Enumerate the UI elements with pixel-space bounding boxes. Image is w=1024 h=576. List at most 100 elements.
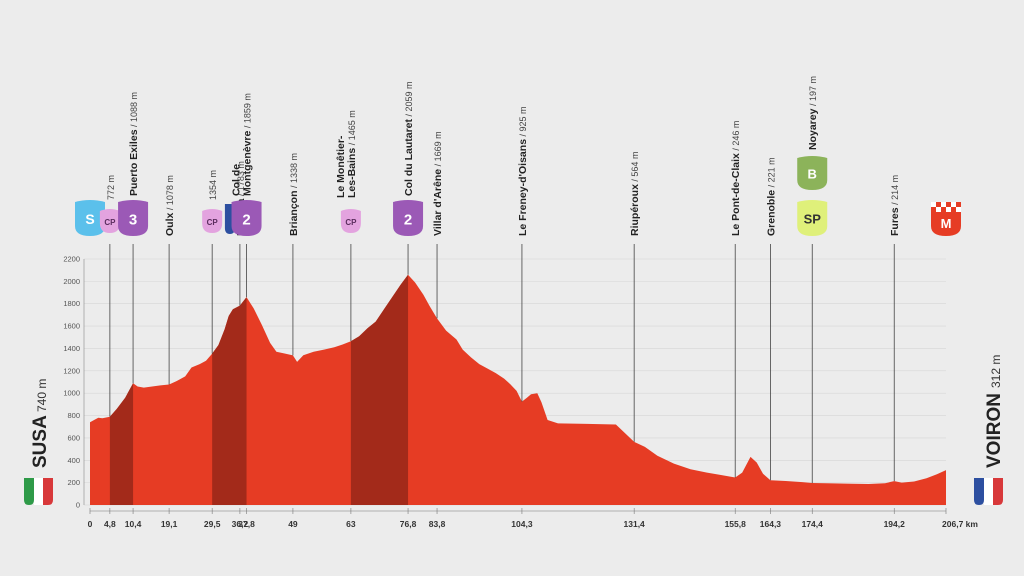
waypoint-label: Noyarey / 197 m — [807, 76, 819, 150]
waypoint-altitude: / 1088 m — [129, 92, 139, 130]
climb-segment — [109, 383, 134, 505]
finish-label: VOIRON 312 m — [984, 355, 1005, 468]
checkpoint-badge-icon-text: CP — [104, 218, 116, 227]
bonus-badge-icon-text: B — [808, 167, 817, 182]
waypoint-label: Col de Montgenèvre / 1859 m — [231, 93, 254, 196]
waypoint-label: 772 m — [106, 175, 116, 200]
x-tick-label: 83,8 — [429, 519, 446, 529]
waypoint-name: Les-Bains / 1465 m — [346, 110, 358, 198]
waypoint-name: Fures / 214 m — [889, 175, 901, 236]
waypoint-altitude: / 197 m — [808, 76, 818, 109]
sprint-badge-icon-text: SP — [804, 212, 822, 227]
waypoint-name: 772 m — [106, 175, 116, 200]
waypoint-label: 1354 m — [208, 170, 218, 200]
waypoint-altitude: / 564 m — [630, 152, 640, 185]
x-tick-label: 36,2 — [232, 519, 249, 529]
waypoint-label: Le Monêtier- Les-Bains / 1465 m — [335, 110, 358, 198]
start-town: SUSA — [30, 415, 51, 468]
y-axis: 0 200 400 600 800 1000 1200 1400 1600 1800 2000 220… — [63, 255, 85, 510]
climb-segment — [350, 274, 409, 505]
y-tick-label: 1000 — [63, 389, 80, 398]
start-label: SUSA 740 m — [30, 379, 51, 468]
waypoint-name: Col de — [231, 164, 243, 196]
italy-flag-icon — [24, 478, 53, 505]
finish-altitude: 312 m — [989, 355, 1003, 388]
x-tick-label: 63 — [346, 519, 356, 529]
x-tick-label: 37,8 — [238, 519, 255, 529]
mountain-category-badge-icon: 3 — [118, 200, 149, 236]
checkpoint-badge-icon-text: CP — [345, 218, 357, 227]
waypoint-label: Villar d'Arêne / 1669 m — [432, 131, 444, 236]
y-tick-label: 1800 — [63, 299, 80, 308]
waypoint-name: Le Pont-de-Claix / 246 m — [730, 121, 742, 236]
waypoint-badges: S CP 3 CP 2 CP 2 B SP M — [75, 156, 961, 236]
x-axis: 0 4,8 10,4 19,1 29,5 36,237,8 49 63 76,8 83,8 104,… — [88, 508, 978, 529]
checkpoint-badge-icon: CP — [340, 209, 361, 233]
start-badge-icon-text: S — [85, 211, 94, 227]
x-tick-label: 194,2 — [884, 519, 906, 529]
waypoint-name: Grenoble / 221 m — [765, 157, 777, 236]
waypoint-name: Noyarey / 197 m — [807, 76, 819, 150]
waypoint-label: Le Freney-d'Oisans / 925 m — [517, 106, 529, 236]
waypoint-altitude: / 1465 m — [347, 110, 357, 148]
checkpoint-badge-icon: CP — [99, 209, 120, 233]
checkpoint-badge-icon: CP — [202, 209, 223, 233]
waypoint-label: Col du Lautaret / 2059 m — [403, 81, 415, 196]
waypoint-altitude: / 2059 m — [404, 81, 414, 119]
waypoint-altitude: / 246 m — [731, 121, 741, 154]
mountain-category-badge-icon-text: 2 — [404, 211, 412, 228]
waypoint-altitude: / 1783 m — [236, 161, 246, 199]
france-flag-icon — [974, 478, 1003, 505]
x-tick-label: 29,5 — [204, 519, 221, 529]
waypoint-labels: 772 m Puerto Exiles / 1088 m Oulx / 1078 m… — [106, 76, 901, 236]
waypoint-name: Villar d'Arêne / 1669 m — [432, 131, 444, 236]
waypoint-name: Col du Lautaret / 2059 m — [403, 81, 415, 196]
waypoint-altitude: / 1078 m — [165, 175, 175, 213]
waypoint-altitude: / 1669 m — [433, 131, 443, 169]
waypoint-name: Oulx / 1078 m — [164, 175, 176, 236]
y-tick-label: 800 — [67, 411, 80, 420]
x-tick-label: 164,3 — [760, 519, 782, 529]
y-tick-label: 2000 — [63, 277, 80, 286]
waypoint-name: Puerto Exiles / 1088 m — [128, 92, 140, 196]
mountain-category-badge-icon-text: 3 — [129, 211, 137, 228]
elevation-profile — [90, 274, 946, 505]
finish-badge-icon: M — [931, 202, 961, 236]
waypoint-altitude: 1354 m — [208, 170, 218, 200]
waypoint-altitude: 772 m — [106, 175, 116, 200]
waypoint-altitude: / 221 m — [766, 157, 776, 190]
mountain-category-badge-icon: 2 — [231, 200, 262, 236]
profile-area — [90, 274, 946, 505]
waypoint-altitude: / 214 m — [890, 175, 900, 208]
waypoint-name: Briançon / 1338 m — [288, 153, 300, 236]
waypoint-altitude: / 925 m — [518, 106, 528, 139]
waypoint-label: Le Pont-de-Claix / 246 m — [730, 121, 742, 236]
finish-town: VOIRON — [984, 393, 1005, 468]
y-tick-label: 400 — [67, 456, 80, 465]
x-tick-label: 131,4 — [624, 519, 646, 529]
x-tick-label: 206,7 km — [942, 519, 978, 529]
x-tick-label: 174,4 — [802, 519, 824, 529]
waypoint-label: Briançon / 1338 m — [288, 153, 300, 236]
start-badge-icon: S — [75, 200, 105, 236]
x-tick-label: 19,1 — [161, 519, 178, 529]
climb-segment — [212, 297, 247, 505]
waypoint-label: Grenoble / 221 m — [765, 157, 777, 236]
y-tick-label: 0 — [76, 501, 80, 510]
y-tick-label: 600 — [67, 433, 80, 442]
finish-badge-text: M — [941, 216, 952, 231]
waypoint-altitude: / 1338 m — [289, 153, 299, 191]
waypoint-name: Riupéroux / 564 m — [629, 152, 641, 236]
mountain-category-badge-icon: 2 — [393, 200, 424, 236]
waypoint-label: Riupéroux / 564 m — [629, 152, 641, 236]
checkpoint-badge-icon-text: CP — [207, 218, 219, 227]
y-tick-label: 2200 — [63, 255, 80, 264]
waypoint-name: Montgenèvre / 1859 m — [242, 93, 254, 196]
y-tick-label: 200 — [67, 478, 80, 487]
y-tick-label: 1600 — [63, 322, 80, 331]
x-tick-label: 0 — [88, 519, 93, 529]
waypoint-label: Oulx / 1078 m — [164, 175, 176, 236]
x-tick-label: 104,3 — [511, 519, 533, 529]
waypoint-name: Le Freney-d'Oisans / 925 m — [517, 106, 529, 236]
